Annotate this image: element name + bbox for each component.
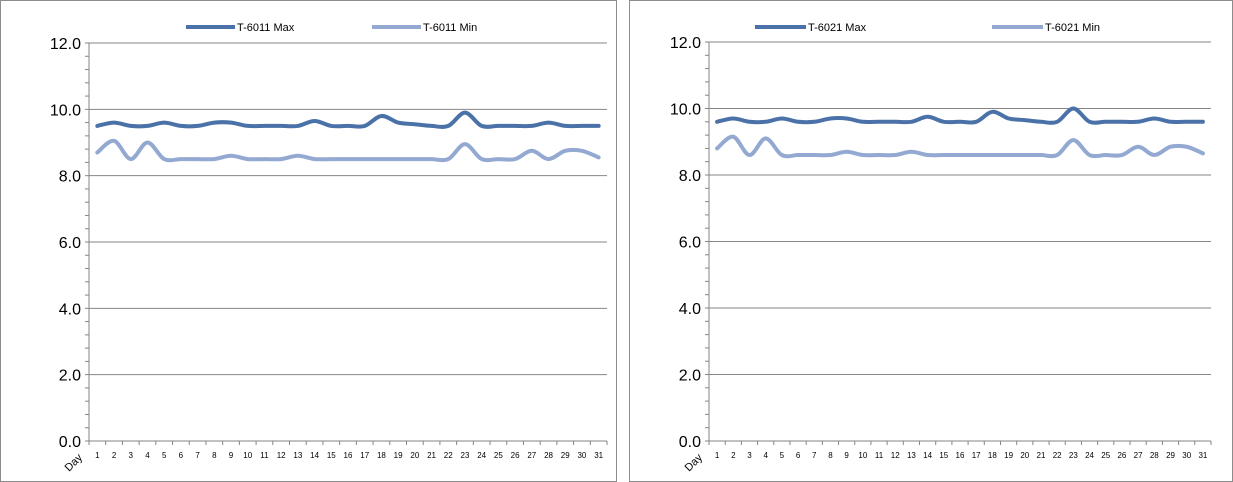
- legend-label: T-6021 Min: [1045, 22, 1100, 34]
- legend-label: T-6011 Max: [237, 22, 295, 34]
- x-tick-label: 22: [1053, 451, 1062, 460]
- x-tick-label: 16: [344, 451, 353, 460]
- y-tick-label: 10.0: [670, 102, 701, 119]
- x-tick-label: 18: [377, 451, 386, 460]
- x-tick-label: 3: [129, 451, 134, 460]
- x-tick-label: 27: [527, 451, 536, 460]
- x-tick-label: 28: [544, 451, 553, 460]
- x-tick-label: 17: [972, 451, 981, 460]
- x-tick-label: 23: [1069, 451, 1078, 460]
- x-tick-label: 13: [293, 451, 302, 460]
- x-tick-label: 7: [812, 451, 817, 460]
- x-ticks: [708, 441, 1212, 445]
- x-tick-label: 16: [956, 451, 965, 460]
- x-tick-label: 1: [95, 451, 100, 460]
- x-tick-label: 10: [858, 451, 867, 460]
- y-minor-ticks: [85, 42, 89, 442]
- chart-t6021: 0.02.04.06.08.010.012.01 2 3 4 5 6 7 8 9 10 11 12 13…: [629, 0, 1233, 482]
- x-ticks: [88, 441, 608, 445]
- x-tick-label: 18: [988, 451, 997, 460]
- y-tick-label: 0.0: [679, 434, 701, 451]
- y-tick-label: 2.0: [59, 368, 81, 385]
- x-tick-label: 26: [511, 451, 520, 460]
- x-tick-label: 26: [1117, 451, 1126, 460]
- x-tick-label: 4: [145, 451, 150, 460]
- gridlines: [709, 41, 1211, 375]
- x-tick-label: 11: [875, 451, 884, 460]
- x-tick-label: 4: [763, 451, 768, 460]
- x-tick-label: 23: [461, 451, 470, 460]
- x-tick-label: 29: [561, 451, 570, 460]
- x-tick-label: 11: [260, 451, 269, 460]
- y-tick-label: 12.0: [670, 35, 701, 52]
- x-tick-label: 6: [179, 451, 184, 460]
- x-tick-label: 29: [1166, 451, 1175, 460]
- x-tick-label: 21: [427, 451, 436, 460]
- series-line-min: [95, 138, 601, 163]
- x-tick-label: 15: [327, 451, 336, 460]
- x-tick-label: 5: [162, 451, 167, 460]
- y-tick-label: 4.0: [679, 301, 701, 318]
- x-tick-label: 22: [444, 451, 453, 460]
- y-tick-label: 10.0: [50, 102, 81, 119]
- x-tick-label: 6: [796, 451, 801, 460]
- x-tick-label: 30: [1182, 451, 1191, 460]
- x-tick-label: 30: [577, 451, 586, 460]
- y-tick-label: 4.0: [59, 301, 81, 318]
- x-tick-label: 20: [1020, 451, 1029, 460]
- x-tick-label: 21: [1037, 451, 1046, 460]
- y-tick-label: 6.0: [59, 235, 81, 252]
- x-tick-label: 2: [112, 451, 117, 460]
- series-line-max: [95, 110, 601, 129]
- x-tick-label: 17: [360, 451, 369, 460]
- x-tick-label: 24: [1085, 451, 1094, 460]
- legend-label: T-6021 Max: [808, 22, 867, 34]
- y-tick-label: 0.0: [59, 434, 81, 451]
- chart-frame: [0, 0, 617, 482]
- x-tick-label: 25: [1101, 451, 1110, 460]
- y-tick-label: 12.0: [50, 36, 81, 53]
- x-tick-label: 19: [1004, 451, 1013, 460]
- x-tick-label: 15: [939, 451, 948, 460]
- x-tick-label: 31: [1198, 451, 1207, 460]
- x-tick-label: 31: [594, 451, 603, 460]
- y-tick-label: 6.0: [679, 235, 701, 252]
- y-tick-label: 8.0: [59, 169, 81, 186]
- x-tick-label: 12: [891, 451, 900, 460]
- y-minor-ticks: [705, 41, 709, 442]
- x-tick-label: 13: [907, 451, 916, 460]
- x-tick-label: 20: [410, 451, 419, 460]
- gridlines: [89, 42, 607, 376]
- x-axis-title: Day: [683, 451, 706, 474]
- x-tick-label: 14: [923, 451, 932, 460]
- x-tick-label: 8: [828, 451, 833, 460]
- x-tick-label: 2: [731, 451, 736, 460]
- x-tick-label: 9: [844, 451, 849, 460]
- x-tick-label: 12: [277, 451, 286, 460]
- chart-t6011: 0.02.04.06.08.010.012.01 2 3 4 5 6 7 8 9 10 11 12 13…: [0, 0, 617, 482]
- x-axis-title: Day: [63, 451, 86, 474]
- x-tick-label: 14: [310, 451, 319, 460]
- x-tick-label: 8: [212, 451, 217, 460]
- x-tick-label: 28: [1150, 451, 1159, 460]
- series-line-max: [715, 106, 1205, 125]
- series-line-min: [715, 134, 1205, 159]
- y-tick-label: 2.0: [679, 368, 701, 385]
- x-tick-label: 19: [394, 451, 403, 460]
- x-tick-label: 9: [229, 451, 234, 460]
- x-tick-label: 3: [747, 451, 752, 460]
- x-tick-label: 1: [715, 451, 720, 460]
- x-tick-label: 27: [1134, 451, 1143, 460]
- x-tick-label: 5: [780, 451, 785, 460]
- legend-label: T-6011 Min: [423, 22, 477, 34]
- x-tick-label: 25: [494, 451, 503, 460]
- x-tick-label: 10: [243, 451, 252, 460]
- x-tick-label: 24: [477, 451, 486, 460]
- y-tick-label: 8.0: [679, 168, 701, 185]
- x-tick-label: 7: [195, 451, 200, 460]
